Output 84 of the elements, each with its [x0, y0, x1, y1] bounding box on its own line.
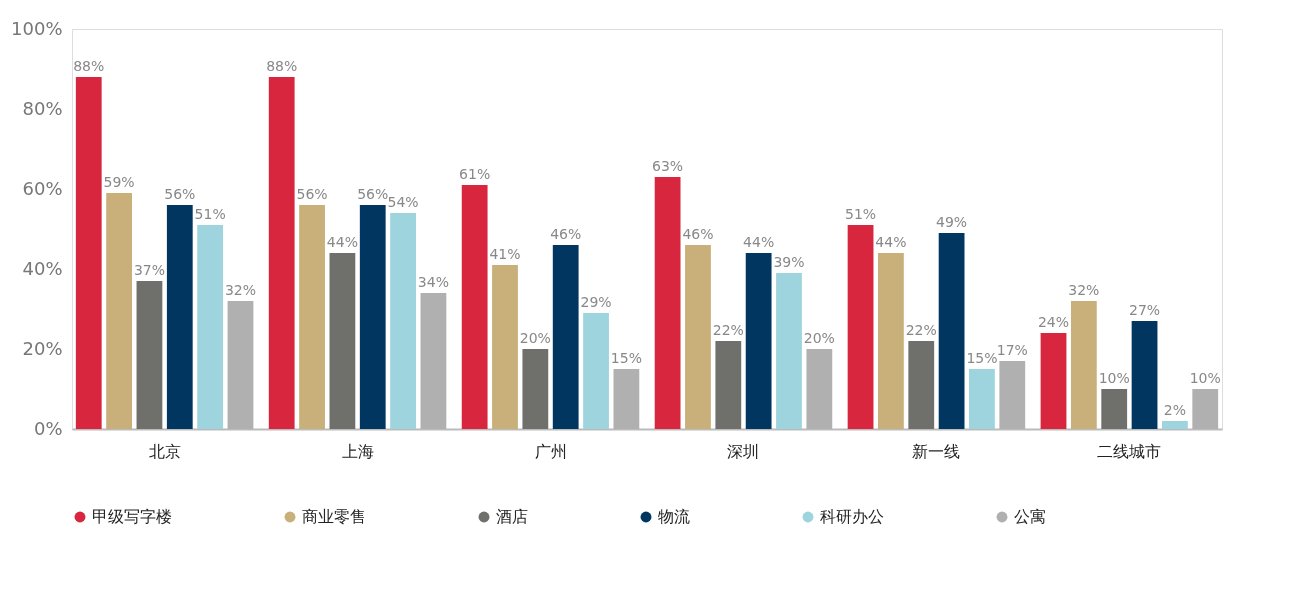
data-label: 49%: [936, 214, 968, 230]
data-label: 17%: [996, 342, 1028, 358]
data-label: 56%: [357, 186, 389, 202]
legend-label: 商业零售: [302, 507, 366, 526]
data-label: 37%: [133, 262, 166, 278]
data-label: 46%: [550, 226, 582, 242]
bar: [166, 205, 193, 429]
legend-label: 酒店: [496, 507, 528, 526]
x-tick-label: 新一线: [912, 441, 961, 461]
y-tick-label: 100%: [11, 17, 63, 39]
data-label: 39%: [773, 254, 805, 270]
bar: [75, 77, 102, 429]
y-tick-label: 80%: [22, 97, 63, 119]
data-label: 88%: [73, 58, 105, 74]
bar: [492, 265, 518, 429]
data-label: 51%: [194, 206, 226, 222]
x-tick-label: 二线城市: [1097, 441, 1162, 461]
bar: [878, 253, 904, 429]
bar: [1162, 421, 1188, 429]
data-label: 56%: [164, 186, 196, 202]
bar: [908, 341, 935, 429]
data-label: 44%: [743, 234, 775, 250]
data-label: 10%: [1098, 370, 1130, 386]
data-label: 29%: [580, 294, 612, 310]
data-label: 20%: [519, 330, 551, 346]
data-label: 41%: [489, 246, 521, 262]
legend-label: 物流: [658, 507, 690, 526]
data-label: 32%: [224, 282, 257, 298]
legend-label: 科研办公: [820, 507, 884, 526]
x-tick-label: 深圳: [727, 441, 760, 461]
data-label: 27%: [1128, 302, 1161, 318]
data-label: 61%: [459, 166, 491, 182]
data-label: 2%: [1163, 402, 1187, 418]
bar: [1101, 389, 1128, 429]
data-label: 46%: [682, 226, 714, 242]
data-label: 56%: [296, 186, 328, 202]
data-label: 22%: [905, 322, 937, 338]
bar: [552, 245, 579, 429]
bar: [329, 253, 356, 429]
bar: [745, 253, 772, 429]
bar: [390, 213, 416, 429]
data-label: 59%: [103, 174, 135, 190]
data-label: 32%: [1068, 282, 1100, 298]
bar: [776, 273, 802, 429]
bar: [715, 341, 742, 429]
bar: [969, 369, 995, 429]
bar: [197, 225, 224, 429]
x-tick-label: 北京: [148, 441, 181, 461]
x-tick-label: 广州: [534, 441, 567, 461]
bar: [359, 205, 386, 429]
bar: [938, 233, 965, 429]
bar: [268, 77, 295, 429]
bar: [136, 281, 163, 429]
bar: [654, 177, 681, 429]
data-label: 88%: [266, 58, 298, 74]
bar: [1040, 333, 1067, 429]
y-tick-label: 0%: [33, 417, 63, 439]
data-label: 22%: [712, 322, 744, 338]
bar: [1070, 301, 1097, 429]
data-label: 20%: [803, 330, 835, 346]
data-label: 15%: [610, 350, 642, 366]
data-label: 44%: [875, 234, 907, 250]
bar: [461, 185, 488, 429]
data-label: 24%: [1037, 314, 1070, 330]
data-label: 15%: [966, 350, 998, 366]
data-label: 54%: [387, 194, 419, 210]
x-tick-label: 上海: [341, 441, 374, 461]
bar: [847, 225, 874, 429]
bar: [583, 313, 609, 429]
y-tick-label: 20%: [22, 337, 63, 359]
bar: [685, 245, 711, 429]
bar: [522, 349, 549, 429]
data-label: 10%: [1189, 370, 1221, 386]
data-label: 34%: [417, 274, 449, 290]
bar: [1131, 321, 1158, 429]
y-tick-label: 60%: [22, 177, 63, 199]
data-label: 44%: [326, 234, 358, 250]
data-label: 51%: [845, 206, 877, 222]
bar: [299, 205, 325, 429]
legend-label: 甲级写字楼: [92, 507, 172, 526]
data-label: 63%: [652, 158, 684, 174]
legend-label: 公寓: [1014, 507, 1046, 526]
bar: [106, 193, 132, 429]
y-tick-label: 40%: [22, 257, 63, 279]
